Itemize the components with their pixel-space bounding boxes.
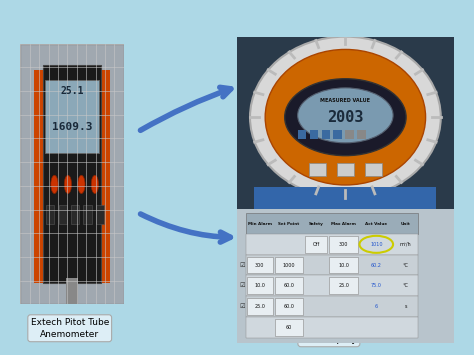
Text: Volume Flow Transmitter with display: Volume Flow Transmitter with display	[272, 213, 428, 223]
Text: Extech Pitot Tube
Anemometer: Extech Pitot Tube Anemometer	[30, 317, 109, 339]
Text: PLC display: PLC display	[301, 334, 357, 344]
